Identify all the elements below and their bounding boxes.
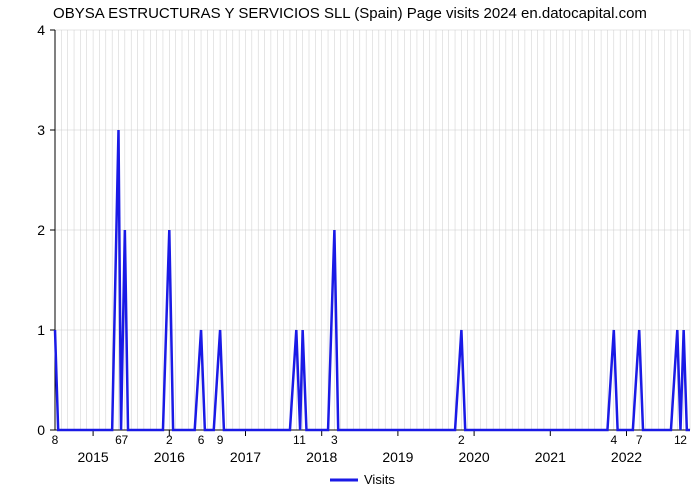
x-year-label: 2022 (611, 449, 642, 465)
spike-label: 4 (610, 433, 617, 447)
y-tick-label: 1 (37, 322, 45, 338)
spike-label: 3 (331, 433, 338, 447)
line-chart: 0 1 2 3 4 2015 2016 2017 2018 2019 2020 2021 2022 8 6 7… (0, 0, 700, 500)
y-tick-label: 3 (37, 122, 45, 138)
spike-label: 2 (458, 433, 465, 447)
spike-label: 6 (198, 433, 205, 447)
x-year-label: 2019 (382, 449, 413, 465)
x-year-label: 2016 (154, 449, 185, 465)
spike-label: 8 (52, 433, 59, 447)
spike-label: 2 (166, 433, 173, 447)
chart-container: 0 1 2 3 4 2015 2016 2017 2018 2019 2020 2021 2022 8 6 7… (0, 0, 700, 500)
x-year-label: 2015 (78, 449, 109, 465)
y-tick-label: 2 (37, 222, 45, 238)
chart-title: OBYSA ESTRUCTURAS Y SERVICIOS SLL (Spain… (53, 5, 647, 22)
x-year-label: 2020 (459, 449, 490, 465)
spike-label: 2 (680, 433, 687, 447)
y-tick-label: 4 (37, 22, 45, 38)
spike-label: 1 (299, 433, 306, 447)
spike-label: 7 (122, 433, 129, 447)
spike-label: 9 (217, 433, 224, 447)
x-year-label: 2021 (535, 449, 566, 465)
y-tick-label: 0 (37, 422, 45, 438)
legend-label: Visits (364, 472, 395, 487)
spike-label: 7 (636, 433, 643, 447)
x-year-label: 2017 (230, 449, 261, 465)
x-year-label: 2018 (306, 449, 337, 465)
